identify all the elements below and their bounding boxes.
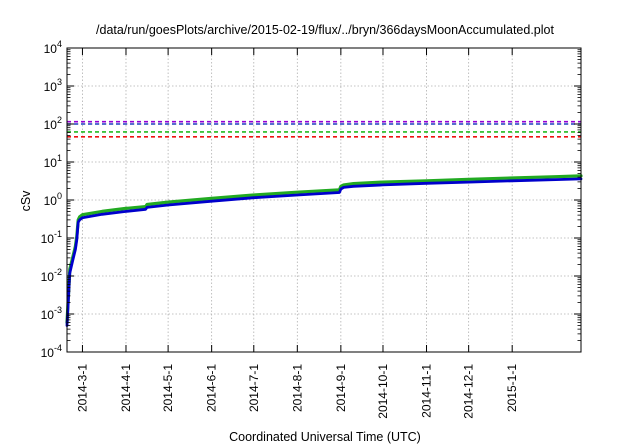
series-lines [65, 174, 583, 327]
x-tick-label: 2014-9-1 [334, 364, 348, 412]
tick-marks [67, 47, 581, 353]
x-tick-label: 2014-4-1 [119, 364, 133, 412]
x-axis-label: Coordinated Universal Time (UTC) [229, 430, 421, 444]
x-axis-tick-labels: 2014-3-1 2014-4-1 2014-5-1 2014-6-1 2014-7-1… [75, 364, 519, 419]
reference-lines [67, 120, 581, 138]
x-tick-label: 2014-3-1 [75, 364, 89, 412]
x-tick-label: 2014-6-1 [205, 364, 219, 412]
series-line [65, 177, 583, 327]
x-tick-label: 2015-1-1 [505, 364, 519, 412]
y-tick-label: 10-4 [41, 343, 62, 360]
x-tick-label: 2014-12-1 [462, 364, 476, 419]
y-tick-label: 10-1 [41, 229, 62, 246]
y-tick-label: 104 [44, 39, 62, 56]
y-tick-label: 10-2 [41, 267, 62, 284]
y-tick-label: 101 [44, 153, 62, 170]
y-tick-label: 10-3 [41, 305, 62, 322]
chart-title: /data/run/goesPlots/archive/2015-02-19/f… [96, 23, 554, 37]
y-axis-tick-labels: 10-4 10-3 10-2 10-1 100 101 102 103 104 [41, 39, 62, 360]
x-tick-label: 2014-11-1 [420, 364, 434, 418]
y-tick-label: 100 [44, 191, 62, 208]
grid [67, 48, 581, 352]
x-tick-label: 2014-7-1 [247, 364, 261, 412]
x-tick-label: 2014-8-1 [290, 364, 304, 412]
y-tick-label: 102 [44, 115, 62, 132]
x-tick-label: 2014-10-1 [376, 364, 390, 419]
x-tick-label: 2014-5-1 [161, 364, 175, 412]
y-tick-label: 103 [44, 77, 62, 94]
y-axis-label: cSv [19, 190, 33, 212]
series-line [65, 174, 583, 324]
